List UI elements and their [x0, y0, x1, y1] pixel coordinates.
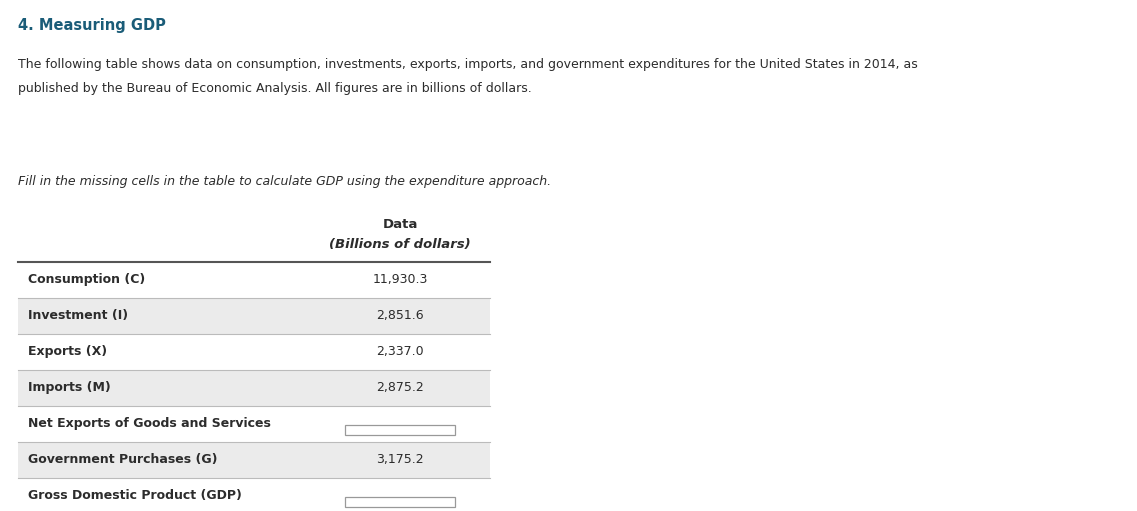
Bar: [18, 442, 490, 478]
Text: 3,175.2: 3,175.2: [376, 453, 424, 467]
Text: Government Purchases (G): Government Purchases (G): [28, 453, 217, 467]
Text: (Billions of dollars): (Billions of dollars): [330, 238, 471, 251]
Text: Consumption (C): Consumption (C): [28, 273, 146, 287]
Text: 4. Measuring GDP: 4. Measuring GDP: [18, 18, 166, 33]
Text: 2,875.2: 2,875.2: [376, 382, 424, 394]
Bar: [18, 262, 490, 298]
Bar: [345, 425, 455, 435]
Bar: [18, 334, 490, 370]
Bar: [18, 298, 490, 334]
Bar: [18, 478, 490, 511]
Bar: [18, 370, 490, 406]
Text: Net Exports of Goods and Services: Net Exports of Goods and Services: [28, 417, 271, 430]
Text: Gross Domestic Product (GDP): Gross Domestic Product (GDP): [28, 490, 242, 502]
Text: Investment (I): Investment (I): [28, 310, 128, 322]
Text: The following table shows data on consumption, investments, exports, imports, an: The following table shows data on consum…: [18, 58, 918, 71]
Text: 2,851.6: 2,851.6: [376, 310, 424, 322]
Text: 2,337.0: 2,337.0: [376, 345, 424, 359]
Text: Exports (X): Exports (X): [28, 345, 107, 359]
Text: Imports (M): Imports (M): [28, 382, 110, 394]
Text: Data: Data: [382, 218, 417, 231]
Text: published by the Bureau of Economic Analysis. All figures are in billions of dol: published by the Bureau of Economic Anal…: [18, 82, 532, 95]
Text: 11,930.3: 11,930.3: [372, 273, 428, 287]
Bar: [18, 406, 490, 442]
Text: Fill in the missing cells in the table to calculate GDP using the expenditure ap: Fill in the missing cells in the table t…: [18, 175, 551, 188]
Bar: [345, 497, 455, 507]
